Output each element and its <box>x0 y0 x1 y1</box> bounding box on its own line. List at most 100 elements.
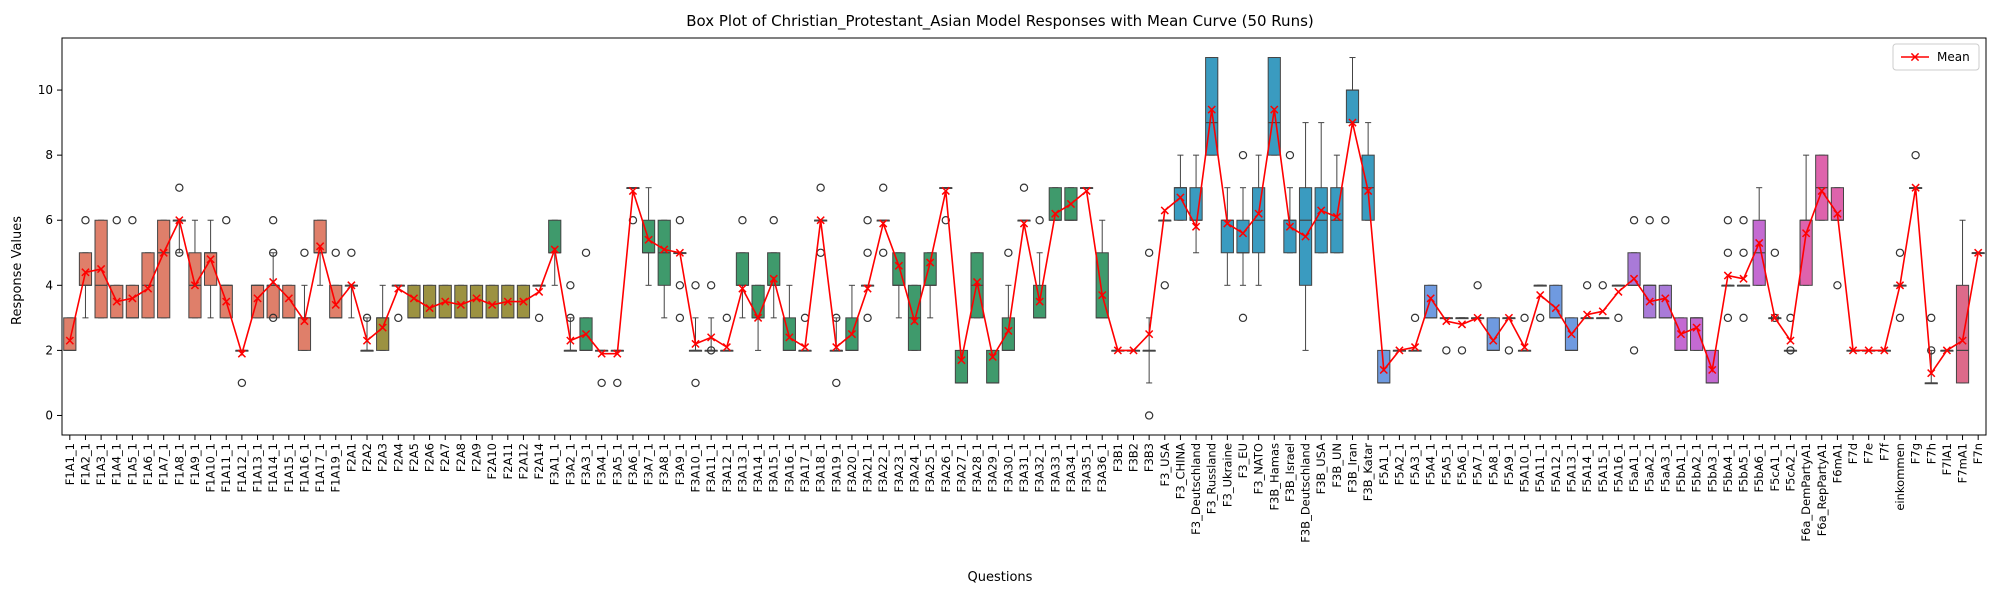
x-tick-label: F3A23_1 <box>892 443 906 493</box>
x-tick-label: F1A12_1 <box>235 443 249 493</box>
box <box>485 284 499 319</box>
x-tick-label: F5A8_1 <box>1486 443 1500 485</box>
outlier-point <box>597 378 606 388</box>
outlier-point <box>1019 183 1029 192</box>
x-tick-label: F6mA1 <box>1830 443 1844 483</box>
x-tick-label: F2A2 <box>360 443 374 472</box>
outlier-point <box>1645 216 1654 225</box>
x-tick-label: F3A20_1 <box>845 443 859 493</box>
outlier-point <box>863 313 872 323</box>
box <box>1627 252 1641 286</box>
outlier-point <box>769 216 778 225</box>
x-tick-label: F1A2_1 <box>78 443 92 485</box>
x-tick-label: F3B_Hamas <box>1267 443 1281 511</box>
box <box>751 284 765 319</box>
outlier-point <box>738 216 747 225</box>
mean-marker <box>1629 274 1639 283</box>
outlier-point <box>1786 346 1795 355</box>
x-tick-label: F3B_UN <box>1330 443 1344 488</box>
x-tick-label: F7lA1 <box>1940 443 1954 475</box>
mean-marker <box>707 333 716 342</box>
x-tick-label: F2A5 <box>407 443 421 472</box>
mean-marker <box>1895 281 1905 290</box>
x-tick-label: F7g <box>1909 443 1923 464</box>
mean-marker <box>143 284 153 293</box>
mean-marker <box>1661 294 1670 303</box>
x-tick-label: F5bA5_1 <box>1737 443 1751 492</box>
x-tick-label: F3A27_1 <box>954 443 968 493</box>
outlier-point <box>1238 150 1248 160</box>
mean-marker <box>1755 238 1764 248</box>
mean-marker <box>738 284 747 293</box>
mean-marker <box>550 245 559 254</box>
outlier-point <box>675 281 685 290</box>
mean-marker <box>769 274 778 283</box>
x-axis-label: Questions <box>967 570 1033 585</box>
x-tick-label: F3A8_1 <box>657 443 671 485</box>
box <box>297 317 312 351</box>
outlier-point <box>706 281 716 290</box>
plot-frame <box>61 37 1987 436</box>
x-tick-label: F1A6_1 <box>141 443 155 485</box>
outlier-point <box>879 183 888 192</box>
mean-marker <box>1801 229 1811 238</box>
x-tick-label: F3_EU <box>1236 443 1250 478</box>
x-tick-label: F2A10 <box>485 443 499 479</box>
mean-marker <box>1395 346 1404 355</box>
mean-marker <box>1285 222 1295 231</box>
mean-marker <box>863 284 872 293</box>
x-tick-label: F3A9_1 <box>673 443 687 485</box>
x-tick-label: F3B_Iran <box>1345 443 1359 493</box>
x-tick-label: F1A10_1 <box>204 443 218 493</box>
mean-marker <box>1880 346 1889 355</box>
x-tick-label: F1A1_1 <box>63 443 77 485</box>
x-tick-label: F2A11 <box>501 443 515 479</box>
outlier-point <box>1457 346 1467 355</box>
x-tick-label: F3A18_1 <box>814 443 828 493</box>
x-tick-label: F1A7_1 <box>157 443 171 485</box>
x-tick-label: F5A15_1 <box>1596 443 1610 493</box>
box <box>282 284 296 319</box>
mean-marker <box>331 300 340 309</box>
x-tick-label: F1A9_1 <box>188 443 202 485</box>
x-tick-label: F5A3_1 <box>1408 443 1422 485</box>
mean-marker <box>1520 343 1529 352</box>
mean-marker <box>785 333 794 342</box>
x-tick-label: F2A4 <box>391 443 405 472</box>
outlier-point <box>863 248 872 257</box>
x-tick-label: F5cA1_1 <box>1768 443 1782 492</box>
chart-title: Box Plot of Christian_Protestant_Asian M… <box>686 12 1314 30</box>
outlier-point <box>175 248 184 257</box>
mean-marker <box>519 297 528 306</box>
x-tick-label: F3_Deutschland <box>1189 443 1203 535</box>
x-tick-label: F5A12_1 <box>1549 443 1563 493</box>
x-tick-label: F3A28_1 <box>970 443 984 493</box>
box <box>1799 219 1813 286</box>
outlier-point <box>1442 346 1451 355</box>
mean-marker <box>1817 186 1826 196</box>
y-tick-label: 4 <box>45 278 53 292</box>
box <box>157 219 171 319</box>
x-tick-label: F1A3_1 <box>94 443 108 485</box>
outlier-point <box>706 346 716 355</box>
x-tick-label: F3A19_1 <box>829 443 843 493</box>
x-tick-label: F3A35_1 <box>1080 443 1094 493</box>
outlier-point <box>1739 313 1748 323</box>
outlier-point <box>128 216 137 225</box>
outlier-point <box>1833 281 1842 290</box>
outlier-point <box>268 248 278 257</box>
mean-marker <box>1238 229 1248 238</box>
mean-marker <box>941 186 950 196</box>
outlier-point <box>300 248 309 257</box>
x-tick-label: F5A2_1 <box>1392 443 1406 485</box>
mean-marker <box>644 235 653 244</box>
mean-marker <box>1113 346 1122 355</box>
legend-marker <box>1910 52 1920 62</box>
outlier-point <box>722 313 731 323</box>
outlier-point <box>1504 346 1514 355</box>
y-tick-label: 2 <box>45 343 53 357</box>
mean-marker <box>441 297 450 306</box>
outlier-point <box>237 378 247 388</box>
mean-marker <box>175 216 184 225</box>
